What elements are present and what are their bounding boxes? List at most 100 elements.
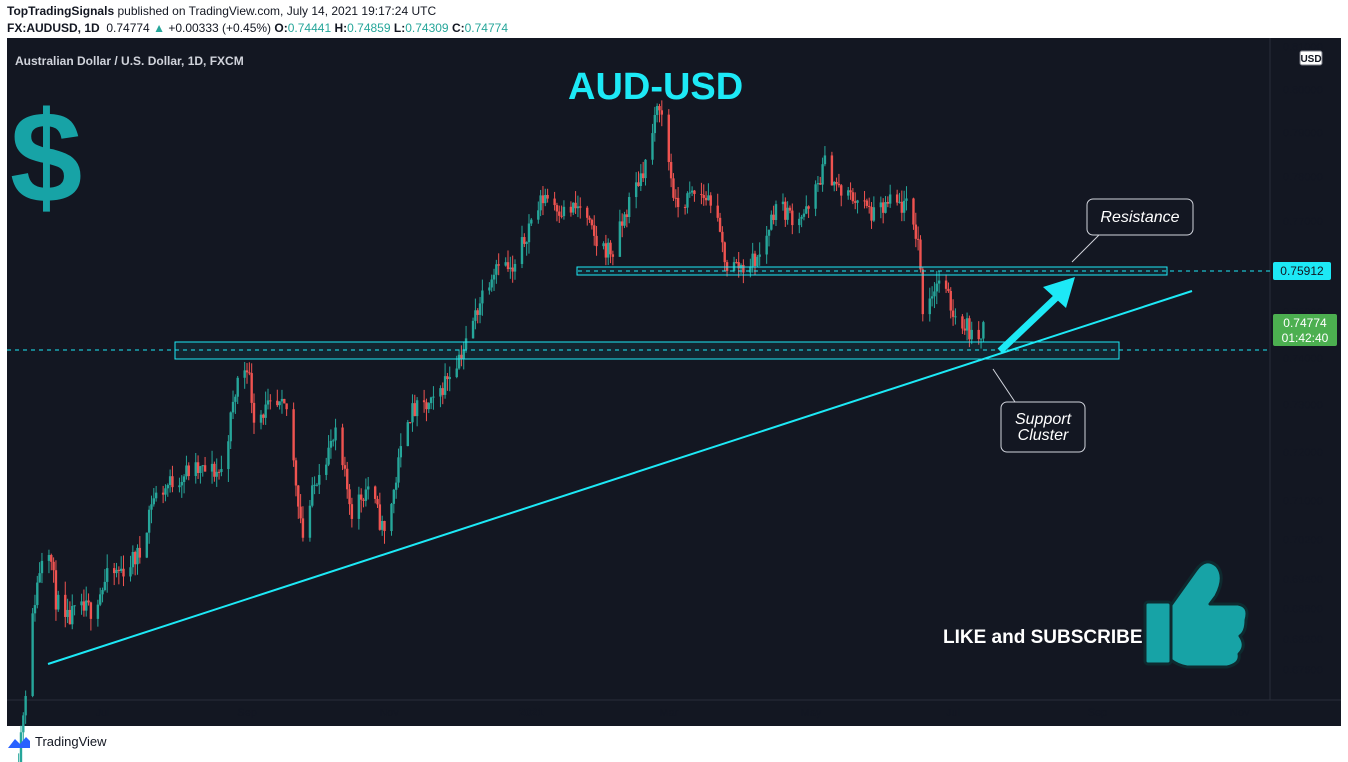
candle-body <box>448 377 451 380</box>
candle-body <box>194 462 197 477</box>
candle-body <box>863 200 866 202</box>
candle-body <box>327 447 330 465</box>
candle-body <box>243 370 246 378</box>
candle-body <box>455 368 458 378</box>
candle-body <box>297 485 300 507</box>
open-label: O: <box>274 21 288 35</box>
candle-body <box>884 201 887 213</box>
candle-body <box>329 440 333 448</box>
candle-body <box>106 568 109 582</box>
candle-body <box>870 206 873 221</box>
candle-body <box>504 262 507 266</box>
candle-body <box>119 568 123 571</box>
candle-body <box>947 288 950 291</box>
candle-body <box>765 235 768 255</box>
ascending-trendline[interactable] <box>47 290 1193 665</box>
candle-body <box>96 604 100 619</box>
candle-body <box>602 243 605 247</box>
candle-body <box>415 400 419 417</box>
last-price-tag-text: 0.74774 <box>1283 316 1327 330</box>
candle-body <box>604 243 608 258</box>
candle-body <box>457 354 461 369</box>
candle-body <box>791 210 794 226</box>
candle-body <box>394 482 398 490</box>
candle-body <box>36 582 39 606</box>
candle-body <box>968 318 971 340</box>
time-axis[interactable]: Jul Sep Nov 2021 Mar May Jul Sep Nov <box>96 707 1250 719</box>
candle-body <box>264 404 267 418</box>
resistance-price-tag <box>1273 262 1331 280</box>
candle-body <box>800 216 803 219</box>
candle-body <box>301 518 305 538</box>
price-change: +0.00333 (+0.45%) <box>168 21 272 35</box>
candle-body <box>397 457 400 483</box>
candle-body <box>441 388 444 395</box>
candle-body <box>814 184 817 209</box>
candle-body <box>579 206 582 208</box>
candle-body <box>954 316 957 318</box>
resistance-zone[interactable] <box>576 266 1168 276</box>
price-axis[interactable]: 0.810000.800000.790000.780000.770000.760… <box>1283 41 1323 676</box>
candle-body <box>786 207 789 220</box>
candle-body <box>690 190 694 193</box>
candle-body <box>700 194 703 196</box>
candle-body <box>373 486 377 499</box>
candle-body <box>611 254 615 257</box>
candle-body <box>560 215 563 217</box>
candle-body <box>944 280 948 289</box>
tradingview-footer[interactable]: TradingView <box>7 734 107 749</box>
candle-body <box>520 237 524 264</box>
low-value: 0.74309 <box>405 21 449 35</box>
projection-arrow[interactable] <box>997 291 1063 354</box>
tradingview-brand: TradingView <box>35 734 107 749</box>
candle-body <box>807 206 810 209</box>
candle-body <box>856 200 859 203</box>
resistance-price-tag-text: 0.75912 <box>1280 264 1324 278</box>
support-callout-pointer <box>992 368 1016 403</box>
candle-body <box>315 484 319 486</box>
candle-body <box>492 274 496 280</box>
candle-body <box>318 474 321 485</box>
candle-body <box>73 605 76 607</box>
candle-body <box>933 291 936 297</box>
candle-body <box>590 219 594 226</box>
up-arrow-icon: ▲ <box>153 21 165 35</box>
candle-body <box>539 195 542 211</box>
currency-badge[interactable] <box>1299 50 1323 66</box>
candle-body <box>758 254 761 257</box>
candle-body <box>112 568 116 574</box>
candle-body <box>378 504 382 530</box>
candle-body <box>562 206 566 217</box>
candle-body <box>900 201 904 213</box>
candle-body <box>916 238 920 240</box>
candle-body <box>660 110 664 115</box>
candle-body <box>259 414 263 423</box>
dollar-sign-icon: $ <box>10 84 82 230</box>
candle-body <box>835 181 838 184</box>
candle-body <box>963 328 966 331</box>
candle-body <box>935 283 938 292</box>
candle-body <box>982 322 985 339</box>
candle-body <box>749 266 752 273</box>
candle-body <box>89 602 93 619</box>
support-callout[interactable] <box>1000 401 1086 453</box>
candle-body <box>707 195 710 201</box>
candle-body <box>392 489 396 504</box>
time-tick-label: Sep <box>1088 707 1108 719</box>
thumbs-up-icon[interactable] <box>1143 560 1249 669</box>
candle-body <box>919 239 922 270</box>
candle-body <box>488 287 491 291</box>
candle-body <box>937 280 941 284</box>
candle-body <box>898 201 901 203</box>
candle-body <box>854 201 857 203</box>
candle-body <box>131 552 135 568</box>
candle-body <box>623 214 626 226</box>
candle-body <box>637 182 640 187</box>
resistance-callout[interactable] <box>1086 198 1194 236</box>
candle-body <box>464 338 468 350</box>
candle-body <box>462 349 465 360</box>
candle-body <box>902 200 906 213</box>
candle-body <box>961 316 964 329</box>
candle-body <box>87 600 90 603</box>
